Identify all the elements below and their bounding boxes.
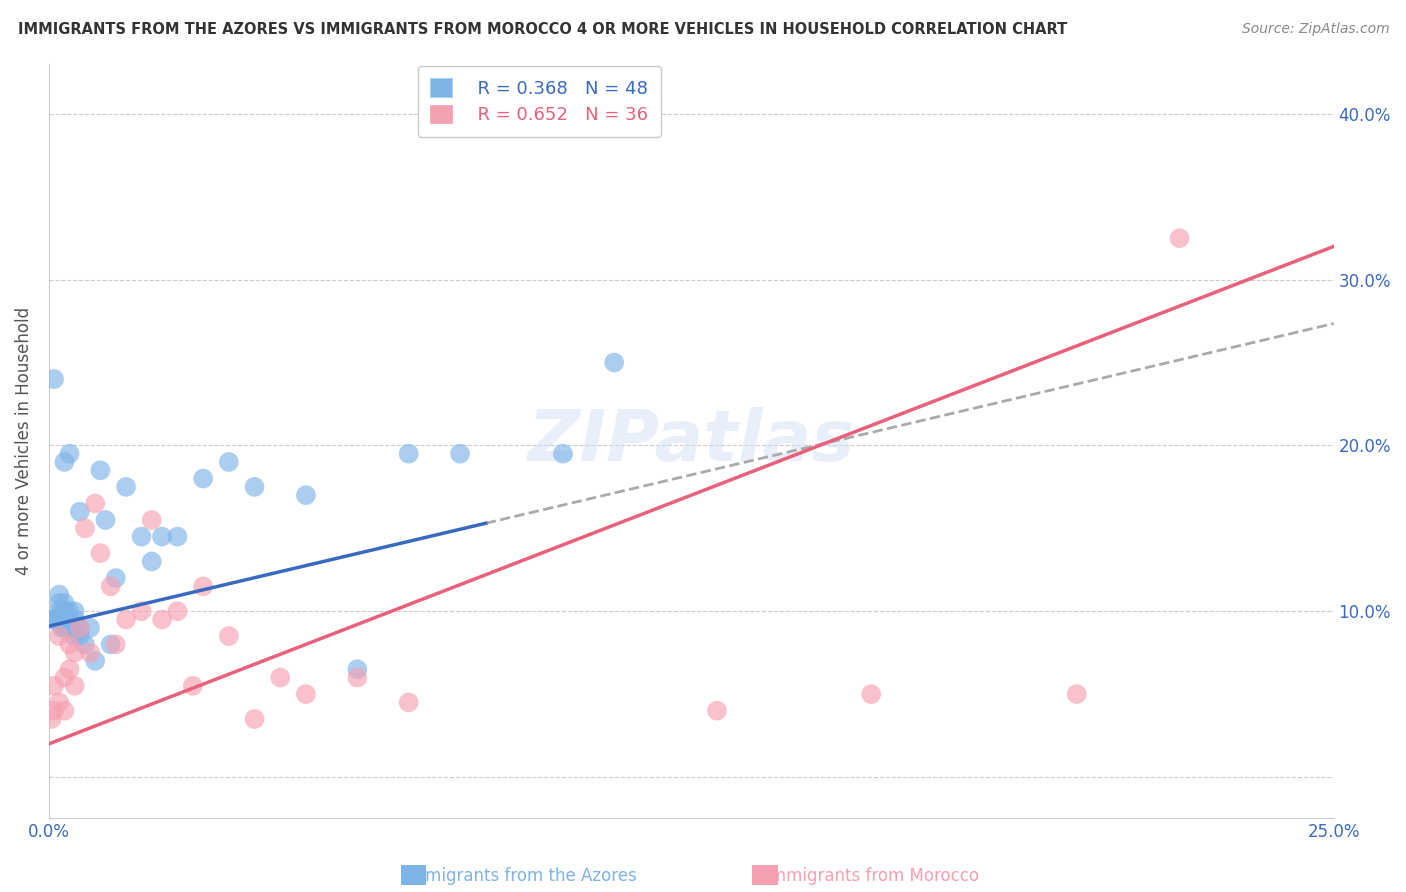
Point [73, 637, 96, 651]
Point [45, 613, 67, 627]
Point [53, 704, 76, 718]
Point [42, 372, 65, 386]
Point [295, 488, 318, 502]
Point [449, 107, 471, 121]
Point [69, 629, 91, 643]
Point [218, 455, 240, 469]
Text: ZIPatlas: ZIPatlas [527, 407, 855, 475]
Point [269, 671, 291, 685]
Point [53, 604, 76, 618]
Point [141, 513, 163, 527]
Point [141, 554, 163, 568]
Point [58, 637, 80, 651]
Point [94, 513, 117, 527]
Point [42, 679, 65, 693]
Point [58, 613, 80, 627]
Point [551, 447, 574, 461]
Point [58, 621, 80, 635]
Point [100, 637, 122, 651]
Point [69, 621, 91, 635]
Point [346, 662, 368, 676]
Point [51, 621, 73, 635]
Point [42, 704, 65, 718]
Point [191, 579, 214, 593]
Point [53, 613, 76, 627]
Point [706, 704, 728, 718]
Point [41, 712, 63, 726]
Y-axis label: 4 or more Vehicles in Household: 4 or more Vehicles in Household [15, 307, 32, 575]
Point [295, 687, 318, 701]
Point [63, 613, 86, 627]
Point [58, 604, 80, 618]
Point [100, 579, 122, 593]
Point [69, 505, 91, 519]
Point [79, 646, 101, 660]
Point [398, 695, 420, 709]
Point [48, 588, 70, 602]
Point [1168, 231, 1191, 245]
Point [398, 447, 420, 461]
Point [243, 480, 266, 494]
Text: IMMIGRANTS FROM THE AZORES VS IMMIGRANTS FROM MOROCCO 4 OR MORE VEHICLES IN HOUS: IMMIGRANTS FROM THE AZORES VS IMMIGRANTS… [18, 22, 1067, 37]
Text: Source: ZipAtlas.com: Source: ZipAtlas.com [1241, 22, 1389, 37]
Point [63, 646, 86, 660]
Point [69, 621, 91, 635]
Point [53, 621, 76, 635]
Point [48, 629, 70, 643]
Point [84, 496, 107, 510]
Point [104, 637, 127, 651]
Point [191, 472, 214, 486]
Point [166, 530, 188, 544]
Legend:   R = 0.368   N = 48,   R = 0.652   N = 36: R = 0.368 N = 48, R = 0.652 N = 36 [418, 65, 661, 136]
Point [53, 613, 76, 627]
Point [79, 621, 101, 635]
Point [73, 521, 96, 535]
Point [58, 662, 80, 676]
Point [89, 463, 111, 477]
Point [48, 604, 70, 618]
Point [53, 455, 76, 469]
Point [150, 530, 173, 544]
Point [166, 604, 188, 618]
Text: Immigrants from the Azores: Immigrants from the Azores [404, 867, 637, 885]
Point [603, 355, 626, 369]
Point [63, 604, 86, 618]
Point [449, 447, 471, 461]
Point [63, 679, 86, 693]
Point [1066, 687, 1088, 701]
Point [63, 621, 86, 635]
Point [48, 613, 70, 627]
Point [243, 712, 266, 726]
Point [63, 629, 86, 643]
Point [860, 687, 883, 701]
Point [115, 480, 138, 494]
Point [131, 604, 153, 618]
Point [48, 695, 70, 709]
Point [53, 604, 76, 618]
Point [53, 596, 76, 610]
Point [42, 613, 65, 627]
Point [48, 596, 70, 610]
Point [84, 654, 107, 668]
Point [58, 447, 80, 461]
Point [218, 629, 240, 643]
Point [115, 613, 138, 627]
Point [89, 546, 111, 560]
Point [131, 530, 153, 544]
Point [53, 671, 76, 685]
Text: Immigrants from Morocco: Immigrants from Morocco [765, 867, 979, 885]
Point [150, 613, 173, 627]
Point [181, 679, 204, 693]
Point [346, 671, 368, 685]
Point [41, 613, 63, 627]
Point [104, 571, 127, 585]
